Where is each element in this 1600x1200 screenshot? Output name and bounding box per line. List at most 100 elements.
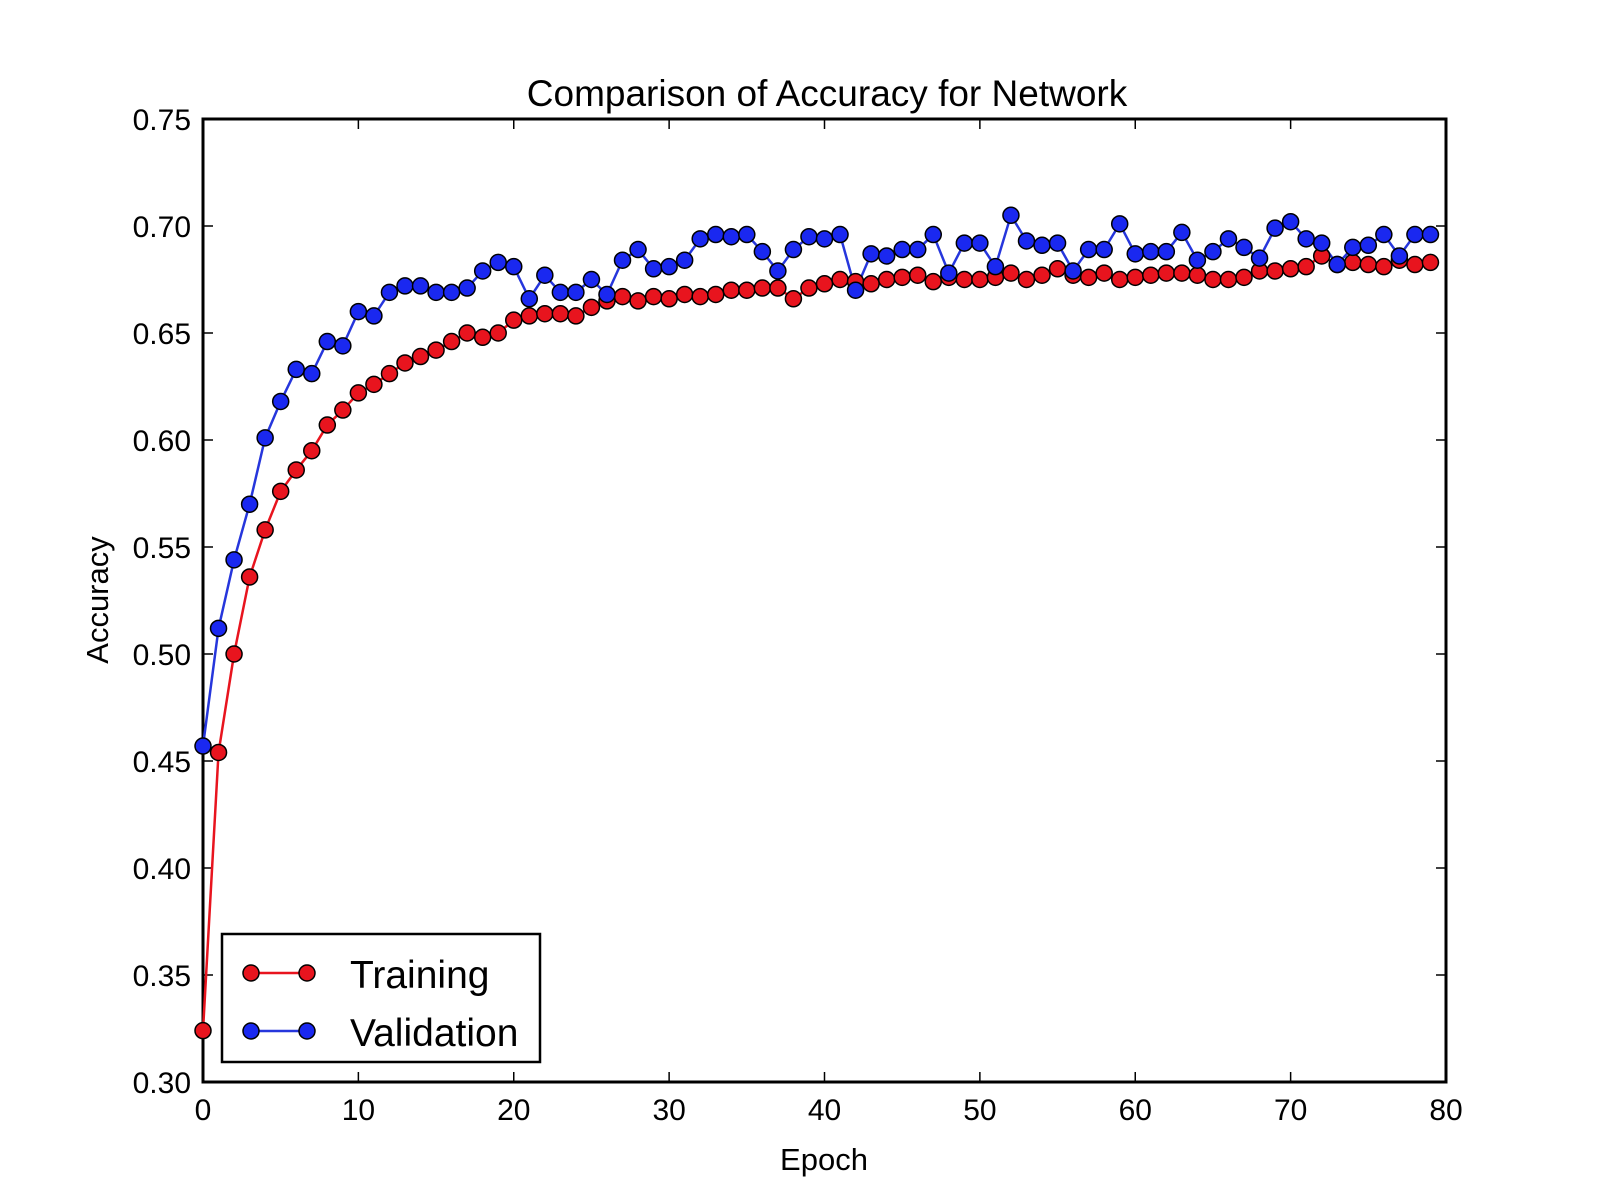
data-point-validation (1157, 242, 1176, 261)
x-axis-title: Epoch (780, 1142, 868, 1177)
data-point-validation (287, 360, 305, 379)
data-point-training (753, 279, 772, 297)
data-point-validation (271, 392, 290, 411)
data-point-validation (908, 240, 927, 259)
data-point-validation (411, 277, 430, 295)
legend-training-label: Training (350, 954, 489, 997)
data-point-validation (396, 277, 414, 295)
data-point-validation (240, 495, 259, 513)
data-point-training (209, 743, 228, 762)
data-point-training (303, 441, 321, 460)
data-point-validation (924, 225, 943, 244)
data-point-validation (194, 737, 212, 755)
data-point-validation (862, 245, 880, 263)
data-point-training (722, 281, 741, 299)
data-point-training (334, 401, 352, 419)
data-point-training (1266, 262, 1284, 280)
y-tick-label: 0.35 (133, 960, 191, 993)
data-point-training (396, 354, 414, 372)
data-point-training (318, 416, 337, 434)
legend-validation-marker-left (242, 1022, 260, 1040)
data-point-training (971, 270, 989, 289)
data-point-validation (971, 234, 989, 252)
data-point-training (225, 645, 243, 663)
legend: Training Validation (220, 932, 542, 1064)
x-tick-label: 60 (1119, 1094, 1152, 1127)
data-point-training (473, 328, 492, 347)
data-point-training (893, 268, 911, 287)
data-point-validation (800, 227, 818, 246)
y-tick-label: 0.55 (133, 532, 191, 565)
data-point-validation (1359, 236, 1378, 255)
data-point-validation (675, 251, 694, 269)
data-point-validation (1017, 232, 1036, 250)
data-point-validation (644, 260, 663, 278)
y-tick-label: 0.60 (133, 425, 191, 458)
data-point-validation (334, 337, 352, 355)
data-point-training (349, 384, 368, 402)
data-point-training (1188, 266, 1207, 284)
data-point-validation (769, 262, 787, 280)
data-point-validation (520, 290, 539, 308)
data-point-training (1142, 266, 1160, 284)
data-point-validation (1204, 242, 1222, 261)
data-point-validation (365, 307, 383, 325)
y-axis-title: Accuracy (80, 536, 115, 664)
data-point-validation (458, 279, 476, 297)
data-point-training (955, 270, 974, 289)
data-point-training (256, 521, 274, 539)
data-point-validation (722, 227, 741, 246)
data-point-validation (598, 285, 616, 304)
legend-training-marker-left (242, 964, 260, 982)
data-point-validation (846, 281, 865, 299)
data-point-validation (986, 257, 1005, 276)
axis-tick-labels: 0 10 20 30 40 50 60 70 80 0.30 0.35 0.40 0.45 0.50 0.5… (133, 104, 1463, 1127)
y-tick-label: 0.65 (133, 318, 191, 351)
data-point-training (1219, 270, 1238, 289)
data-point-validation (1079, 240, 1098, 259)
data-point-validation (536, 266, 554, 284)
data-point-training (800, 279, 818, 297)
data-point-validation (209, 619, 228, 638)
data-point-training (194, 1021, 212, 1040)
y-tick-label: 0.70 (133, 211, 191, 244)
data-point-training (1281, 260, 1300, 278)
data-point-training (660, 290, 678, 308)
data-point-validation (1110, 215, 1129, 233)
data-point-validation (349, 302, 368, 321)
data-point-validation (505, 257, 523, 276)
data-point-training (815, 275, 834, 293)
data-point-validation (629, 240, 647, 259)
data-point-validation (318, 332, 337, 351)
data-point-validation (1095, 240, 1113, 259)
legend-training-marker-right (298, 964, 316, 982)
data-point-training (924, 272, 943, 291)
data-point-validation (831, 225, 849, 244)
data-point-validation (1328, 255, 1346, 274)
data-point-training (411, 347, 430, 366)
data-point-training (1173, 264, 1191, 282)
data-point-validation (1266, 219, 1284, 237)
data-point-training (271, 482, 290, 501)
data-point-training (1157, 264, 1176, 282)
data-point-training (505, 311, 523, 329)
data-point-validation (1064, 262, 1082, 280)
data-point-training (1421, 253, 1440, 272)
data-point-validation (815, 230, 834, 248)
data-point-validation (1375, 225, 1393, 244)
data-point-training (1017, 270, 1036, 289)
data-point-validation (955, 234, 974, 252)
data-point-training (862, 275, 880, 293)
x-tick-label: 70 (1274, 1094, 1307, 1127)
y-tick-label: 0.50 (133, 639, 191, 672)
data-point-training (1126, 268, 1144, 287)
data-point-validation (877, 247, 896, 265)
data-point-validation (613, 251, 632, 269)
data-point-validation (1188, 251, 1207, 269)
data-point-training (442, 332, 461, 351)
data-point-training (458, 324, 476, 342)
y-tick-label: 0.40 (133, 853, 191, 886)
legend-validation-label: Validation (350, 1012, 518, 1055)
data-point-training (613, 287, 632, 306)
